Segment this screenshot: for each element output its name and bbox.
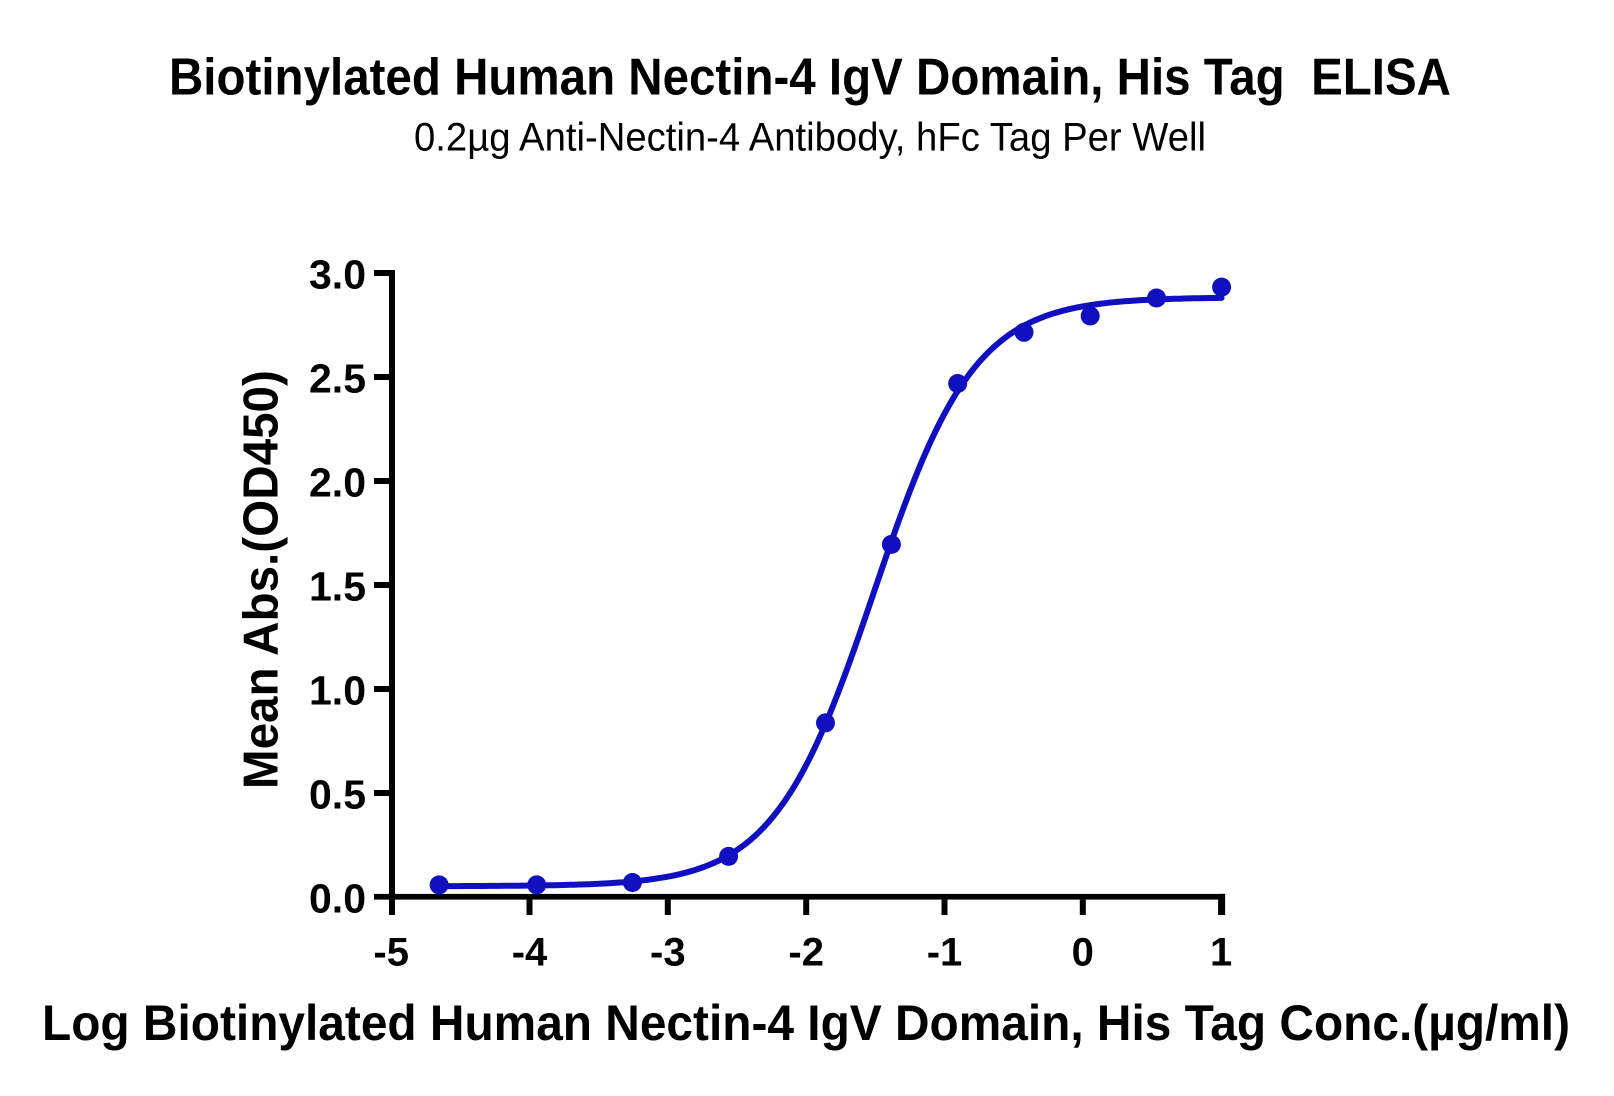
svg-text:3.0: 3.0 xyxy=(309,252,366,298)
svg-text:2.5: 2.5 xyxy=(309,356,366,402)
svg-text:-3: -3 xyxy=(650,931,686,975)
svg-text:Biotinylated Human Nectin-4 Ig: Biotinylated Human Nectin-4 IgV Domain, … xyxy=(169,49,1451,107)
svg-text:-1: -1 xyxy=(927,931,963,975)
svg-text:1.0: 1.0 xyxy=(309,668,366,714)
svg-text:-4: -4 xyxy=(512,931,548,975)
svg-text:0.5: 0.5 xyxy=(309,772,366,818)
svg-text:Log Biotinylated Human Nectin-: Log Biotinylated Human Nectin-4 IgV Doma… xyxy=(42,995,1570,1051)
svg-text:0: 0 xyxy=(1072,931,1094,975)
svg-text:0.0: 0.0 xyxy=(309,876,366,922)
svg-text:0.2µg Anti-Nectin-4 Antibody,: 0.2µg Anti-Nectin-4 Antibody, hFc Tag Pe… xyxy=(414,116,1206,160)
svg-text:1: 1 xyxy=(1210,931,1232,975)
svg-text:1.5: 1.5 xyxy=(309,564,366,610)
svg-text:Mean Abs.(OD450): Mean Abs.(OD450) xyxy=(235,370,289,789)
svg-text:2.0: 2.0 xyxy=(309,460,366,506)
svg-text:-2: -2 xyxy=(788,931,824,975)
svg-text:-5: -5 xyxy=(373,931,409,975)
